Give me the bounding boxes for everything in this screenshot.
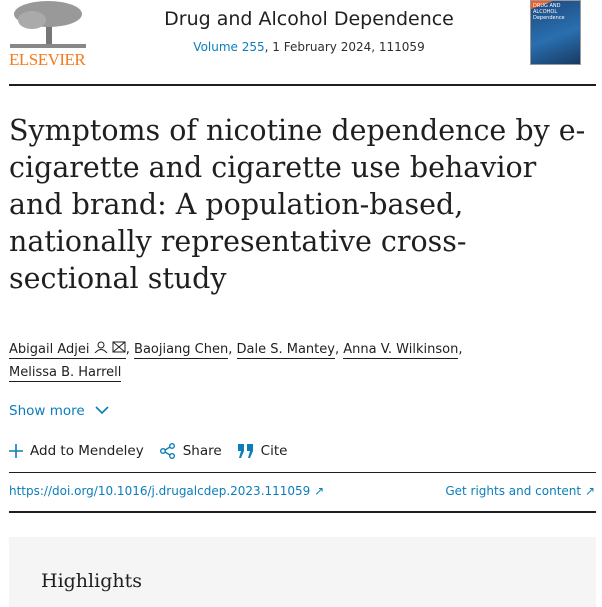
author-name: Abigail Adjei xyxy=(9,342,90,357)
issue-date: , 1 February 2024, 111059 xyxy=(264,40,425,54)
highlights-heading: Highlights xyxy=(41,570,142,592)
author-link[interactable]: Abigail Adjei xyxy=(9,341,126,359)
show-more-button[interactable]: Show more xyxy=(9,403,109,419)
journal-cover-image[interactable]: DRUG AND ALCOHOL Dependence xyxy=(530,0,581,65)
elsevier-logo-text: ELSEVIER xyxy=(9,50,86,69)
external-link-icon: ↗ xyxy=(314,484,325,498)
doi-divider xyxy=(9,511,596,513)
external-link-icon: ↗ xyxy=(584,484,595,498)
cite-label: Cite xyxy=(260,443,288,459)
author-link[interactable]: Melissa B. Harrell xyxy=(9,365,122,382)
doi-text: https://doi.org/10.1016/j.drugalcdep.202… xyxy=(9,484,311,498)
share-button[interactable]: Share xyxy=(159,443,222,459)
header-divider xyxy=(9,84,596,86)
quote-icon xyxy=(237,444,253,458)
rights-text: Get rights and content xyxy=(445,484,582,498)
journal-title[interactable]: Drug and Alcohol Dependence xyxy=(164,8,454,30)
doi-link[interactable]: https://doi.org/10.1016/j.drugalcdep.202… xyxy=(9,484,324,498)
cover-text: DRUG AND ALCOHOL Dependence xyxy=(533,3,565,21)
elsevier-tree-logo xyxy=(10,1,86,48)
email-icon xyxy=(112,341,126,353)
author-link[interactable]: Anna V. Wilkinson xyxy=(343,342,459,359)
article-title: Symptoms of nicotine dependence by e-cig… xyxy=(9,114,586,295)
volume-link[interactable]: Volume 255 xyxy=(193,40,265,54)
share-icon xyxy=(159,443,175,459)
author-link[interactable]: Baojiang Chen xyxy=(134,342,229,359)
cite-button[interactable]: Cite xyxy=(237,443,288,459)
chevron-down-icon xyxy=(95,406,109,415)
add-to-mendeley-button[interactable]: Add to Mendeley xyxy=(9,443,144,459)
show-more-label: Show more xyxy=(9,403,85,419)
mendeley-label: Add to Mendeley xyxy=(30,443,144,459)
actions-divider xyxy=(9,472,596,473)
volume-info: Volume 255, 1 February 2024, 111059 xyxy=(0,40,602,54)
share-label: Share xyxy=(182,443,222,459)
plus-icon xyxy=(9,444,23,458)
article-actions: Add to Mendeley Share Cite xyxy=(9,443,287,459)
person-icon xyxy=(94,341,108,354)
get-rights-link[interactable]: Get rights and content ↗ xyxy=(445,484,595,498)
author-list: Abigail Adjei , Baojiang Chen, Dale S. M… xyxy=(9,341,463,382)
author-link[interactable]: Dale S. Mantey xyxy=(236,342,335,359)
